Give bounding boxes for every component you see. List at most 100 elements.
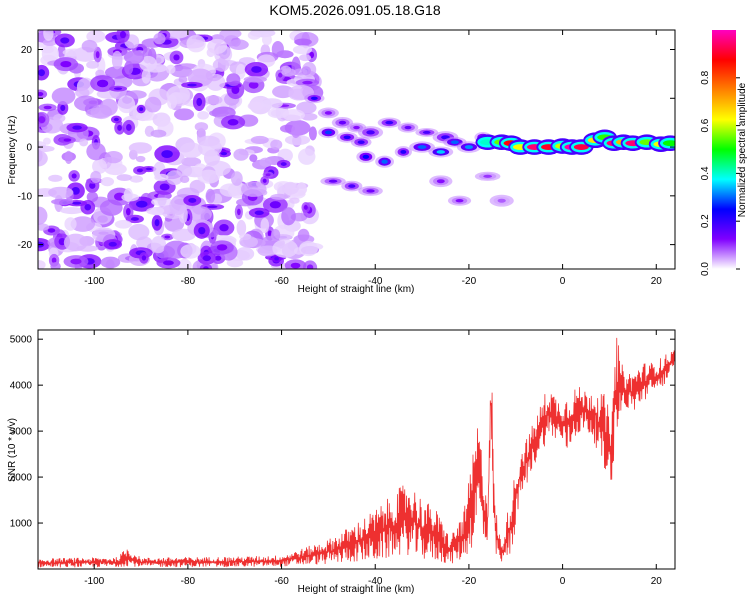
dispersion-blob (338, 120, 347, 125)
noise-blob (166, 170, 184, 185)
noise-blob (291, 124, 301, 139)
noise-blob (153, 32, 166, 45)
spectrogram-frame (37, 29, 676, 270)
noise-blob (38, 150, 48, 167)
noise-blob-core (145, 167, 153, 171)
snr-x-ticks: -100 -80 -60 -40 -20 0 20 (84, 330, 662, 587)
dispersion-blob (483, 174, 492, 178)
noise-blob-core (154, 219, 160, 227)
noise-blob (249, 154, 258, 163)
noise-blob (260, 217, 270, 234)
noise-blob (178, 75, 188, 83)
noise-blob-core (237, 208, 241, 216)
noise-blob (298, 148, 316, 165)
noise-blob (282, 109, 305, 122)
noise-blob (233, 148, 249, 161)
noise-blob (261, 98, 283, 109)
noise-blob-core (248, 81, 259, 89)
noise-blob-core (251, 66, 262, 73)
noise-blob (123, 187, 133, 202)
noise-blob (70, 216, 96, 232)
noise-blob-core (173, 54, 180, 61)
noise-blob (239, 236, 259, 248)
spectrogram-x-tick-label: 20 (651, 276, 663, 287)
snr-x-tick-label: 20 (651, 576, 663, 587)
noise-blob (186, 35, 206, 53)
noise-blob (50, 261, 61, 269)
noise-blob (139, 55, 158, 72)
noise-blob (292, 45, 313, 55)
noise-blob-core (108, 241, 117, 247)
noise-blob-core (113, 87, 123, 91)
noise-blob-core (187, 83, 197, 87)
noise-blob (247, 30, 261, 40)
noise-blob (43, 30, 54, 41)
snr-x-tick-label: 0 (560, 576, 566, 587)
noise-blob (63, 233, 88, 252)
noise-blob-core (60, 104, 66, 112)
noise-blob (128, 142, 152, 154)
noise-blob (111, 50, 123, 70)
snr-x-tick-label: -60 (274, 576, 289, 587)
noise-blob-core (196, 97, 203, 107)
signal-band-core (573, 144, 589, 150)
noise-blob-core (84, 203, 92, 211)
snr-y-label: SNR (10 * v/v) (7, 418, 18, 482)
noise-blob (294, 38, 312, 46)
noise-blob-core (163, 260, 174, 266)
noise-blob (117, 95, 136, 114)
colorbar-tick-label: 0.0 (700, 262, 711, 276)
noise-blob (144, 96, 162, 113)
noise-blob-core (95, 51, 100, 59)
noise-blob (62, 48, 87, 57)
colorbar: 0.0 0.2 0.4 0.6 0.8 Normalized spectral ampl… (700, 30, 748, 276)
colorbar-tick-label: 0.6 (700, 118, 711, 132)
noise-blob (38, 145, 55, 153)
noise-blob (59, 207, 84, 215)
noise-blob (38, 223, 50, 231)
spectrogram-x-tick-label: -100 (84, 276, 104, 287)
noise-blob (74, 95, 99, 112)
dispersion-blob (417, 145, 427, 149)
snr-panel: -100 -80 -60 -40 -20 0 20 1000 2000 3000 4000 5000… (7, 329, 676, 595)
noise-blob (100, 177, 115, 187)
colorbar-fill (712, 30, 736, 269)
noise-blob (79, 138, 89, 147)
dispersion-blob (436, 179, 445, 184)
noise-blob (259, 157, 272, 167)
noise-blob (75, 87, 90, 98)
noise-blob-core (262, 178, 267, 183)
snr-y-tick-label: 4000 (10, 381, 33, 392)
signal-band-core (662, 140, 675, 147)
colorbar-tick-label: 0.4 (700, 166, 711, 180)
noise-blob (219, 30, 242, 39)
noise-blob (81, 39, 98, 53)
spectrogram-x-tick-label: -60 (274, 276, 289, 287)
snr-y-ticks: 1000 2000 3000 4000 5000 (10, 335, 675, 530)
noise-blob (204, 95, 223, 105)
noise-blob (86, 60, 100, 69)
noise-blob (270, 193, 289, 200)
noise-blob-core (60, 60, 72, 68)
spectrogram-y-tick-label: -20 (18, 240, 33, 251)
noise-blob (230, 171, 243, 186)
noise-blob (41, 46, 54, 54)
noise-blob-core (219, 224, 229, 232)
noise-blob (180, 244, 201, 259)
snr-frame (37, 329, 676, 570)
noise-blob (250, 135, 269, 144)
noise-blob-core (38, 116, 46, 124)
dispersion-blob (404, 125, 412, 130)
noise-blob (124, 60, 134, 75)
figure-title: KOM5.2026.091.05.18.G18 (269, 2, 440, 18)
noise-blob (236, 219, 247, 236)
snr-x-tick-label: -40 (368, 576, 383, 587)
noise-blob (114, 219, 132, 229)
noise-blob (166, 85, 191, 104)
noise-blob (90, 170, 102, 183)
noise-blob (141, 68, 151, 84)
dispersion-blob (328, 179, 338, 183)
noise-blob (207, 38, 228, 54)
noise-blob (51, 198, 74, 205)
noise-blob-core (63, 138, 72, 142)
